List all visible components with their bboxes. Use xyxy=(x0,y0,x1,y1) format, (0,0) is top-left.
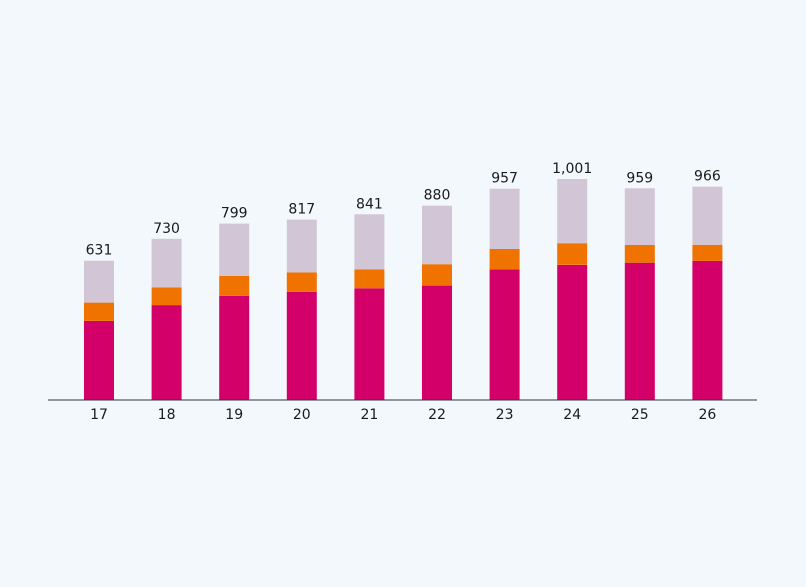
bar-segment-23-s2 xyxy=(489,249,520,270)
bar-segment-17-s1 xyxy=(84,321,114,400)
total-label-19: 799 xyxy=(221,206,248,222)
total-label-17: 631 xyxy=(86,243,113,259)
bar-segment-21-s1 xyxy=(354,288,385,400)
bar-segment-21-s2 xyxy=(354,269,385,289)
total-label-25: 959 xyxy=(626,170,653,186)
bar-segment-24-s3 xyxy=(557,179,588,244)
bar-segment-24-s2 xyxy=(557,243,588,265)
bar-segment-18-s1 xyxy=(151,305,182,400)
total-label-26: 966 xyxy=(694,169,721,185)
bar-segment-26-s3 xyxy=(692,186,723,245)
bar-segment-26-s1 xyxy=(692,260,723,400)
total-label-23: 957 xyxy=(491,171,518,187)
bar-segment-25-s3 xyxy=(624,188,655,245)
bar-segment-19-s2 xyxy=(219,275,250,296)
bar-segment-22-s3 xyxy=(422,205,452,265)
x-tick-label-24: 24 xyxy=(563,407,581,423)
x-tick-label-21: 21 xyxy=(360,407,378,423)
bar-segment-22-s1 xyxy=(422,285,452,400)
labels-layer: 631 17 730 18 799 19 817 20 841 21 880 22 957 23 1,001… xyxy=(86,161,721,423)
total-label-24: 1,001 xyxy=(552,161,592,177)
bar-segment-26-s2 xyxy=(692,244,723,261)
bar-segment-18-s3 xyxy=(151,238,182,288)
bar-segment-21-s3 xyxy=(354,214,385,270)
bar-segment-25-s2 xyxy=(624,245,655,263)
total-label-22: 880 xyxy=(424,188,451,204)
x-tick-label-23: 23 xyxy=(496,407,514,423)
total-label-21: 841 xyxy=(356,196,383,212)
total-label-18: 730 xyxy=(153,221,180,237)
x-tick-label-22: 22 xyxy=(428,407,446,423)
bar-segment-23-s1 xyxy=(489,269,520,400)
total-label-20: 817 xyxy=(288,202,315,218)
bar-segment-19-s3 xyxy=(219,223,250,276)
x-tick-label-20: 20 xyxy=(293,407,311,423)
bar-segment-17-s3 xyxy=(84,260,114,303)
x-tick-label-25: 25 xyxy=(631,407,649,423)
bar-segment-22-s2 xyxy=(422,264,452,286)
x-tick-label-18: 18 xyxy=(158,407,176,423)
x-tick-label-26: 26 xyxy=(698,407,716,423)
bar-segment-20-s3 xyxy=(286,219,317,273)
x-tick-label-17: 17 xyxy=(90,407,108,423)
bar-segment-24-s1 xyxy=(557,264,588,400)
bars-layer xyxy=(84,179,723,400)
bar-segment-20-s1 xyxy=(286,291,317,400)
bar-segment-20-s2 xyxy=(286,272,317,292)
bar-segment-25-s1 xyxy=(624,262,655,400)
bar-segment-17-s2 xyxy=(84,302,114,321)
x-tick-label-19: 19 xyxy=(225,407,243,423)
bar-segment-19-s1 xyxy=(219,295,250,400)
bar-segment-18-s2 xyxy=(151,287,182,306)
bar-segment-23-s3 xyxy=(489,188,520,249)
